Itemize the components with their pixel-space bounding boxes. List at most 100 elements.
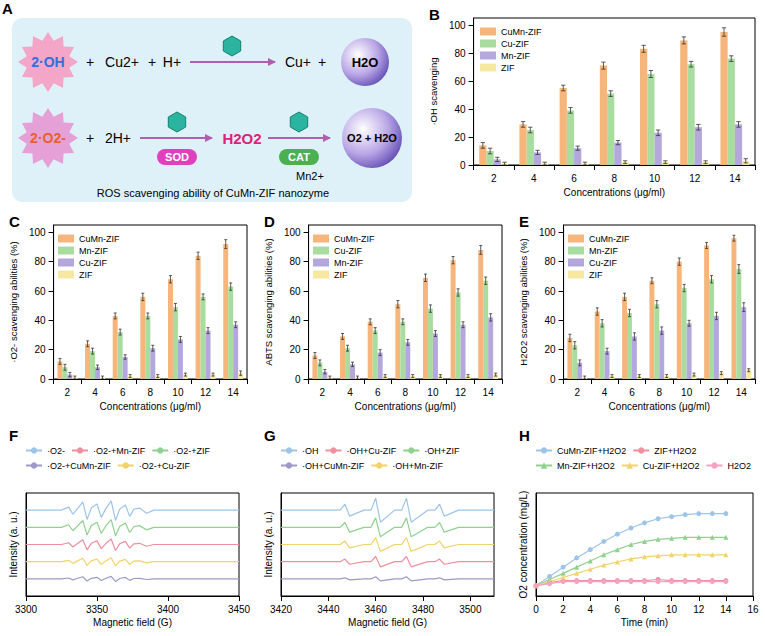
svg-text:H: H (519, 427, 530, 444)
svg-text:8: 8 (148, 387, 154, 398)
svg-text:80: 80 (454, 48, 466, 59)
svg-text:8: 8 (642, 604, 648, 615)
svg-text:CuMn-ZIF: CuMn-ZIF (79, 234, 120, 244)
svg-text:20: 20 (289, 344, 301, 355)
svg-text:2·O2-: 2·O2- (30, 130, 66, 146)
svg-text:·O2-+Cu-ZIF: ·O2-+Cu-ZIF (139, 461, 191, 471)
svg-text:Cu-ZIF: Cu-ZIF (501, 39, 530, 49)
svg-text:Cu-ZIF: Cu-ZIF (589, 258, 618, 268)
svg-text:3450: 3450 (228, 604, 251, 615)
svg-text:Mn-ZIF+H2O2: Mn-ZIF+H2O2 (557, 461, 615, 471)
svg-text:6: 6 (615, 604, 621, 615)
svg-text:0: 0 (460, 160, 466, 171)
svg-text:G: G (264, 427, 276, 444)
svg-text:Magnetic field (G): Magnetic field (G) (348, 617, 427, 628)
svg-text:·OH: ·OH (302, 446, 319, 456)
svg-text:·O2-+ZIF: ·O2-+ZIF (173, 446, 210, 456)
svg-text:CuMn-ZIF+H2O2: CuMn-ZIF+H2O2 (557, 446, 626, 456)
svg-text:CAT: CAT (288, 151, 310, 163)
svg-text:F: F (9, 427, 18, 444)
svg-text:100: 100 (539, 227, 556, 238)
svg-text:ZIF: ZIF (501, 63, 515, 73)
svg-text:Cu-ZIF: Cu-ZIF (334, 246, 363, 256)
svg-text:80: 80 (544, 256, 556, 267)
svg-text:Magnetic field (G): Magnetic field (G) (93, 617, 172, 628)
svg-text:·O2-: ·O2- (47, 446, 65, 456)
svg-text:14: 14 (736, 387, 748, 398)
svg-text:·OH scavenging: ·OH scavenging (428, 57, 439, 125)
svg-text:ROS scavenging ability of CuMn: ROS scavenging ability of CuMn-ZIF nanoz… (97, 187, 329, 199)
svg-text:8: 8 (657, 387, 663, 398)
svg-text:16: 16 (747, 604, 759, 615)
svg-text:H2O2 scavenging abilities (%): H2O2 scavenging abilities (%) (518, 238, 529, 365)
svg-text:0: 0 (533, 604, 539, 615)
svg-text:6: 6 (375, 387, 381, 398)
svg-text:80: 80 (289, 256, 301, 267)
svg-text:14: 14 (729, 173, 741, 184)
svg-text:O2 concentration (mg/L): O2 concentration (mg/L) (518, 491, 529, 599)
svg-text:10: 10 (427, 387, 439, 398)
svg-text:0: 0 (295, 374, 301, 385)
svg-text:12: 12 (200, 387, 212, 398)
svg-text:3420: 3420 (270, 604, 293, 615)
svg-text:8: 8 (612, 173, 618, 184)
svg-text:10: 10 (666, 604, 678, 615)
svg-text:0: 0 (550, 374, 556, 385)
svg-text:CuMn-ZIF: CuMn-ZIF (589, 234, 630, 244)
svg-text:Concentrations (μg/ml): Concentrations (μg/ml) (100, 401, 201, 412)
svg-text:10: 10 (649, 173, 661, 184)
svg-text:12: 12 (693, 604, 705, 615)
svg-text:3460: 3460 (365, 604, 388, 615)
svg-text:·OH+Cu-ZIF: ·OH+Cu-ZIF (346, 446, 396, 456)
svg-text:60: 60 (34, 286, 46, 297)
svg-text:H2O2: H2O2 (728, 461, 752, 471)
svg-text:6: 6 (120, 387, 126, 398)
svg-text:12: 12 (455, 387, 467, 398)
svg-text:40: 40 (34, 315, 46, 326)
svg-text:H+: H+ (163, 54, 181, 70)
svg-text:ZIF+H2O2: ZIF+H2O2 (654, 446, 696, 456)
svg-text:12: 12 (708, 387, 720, 398)
svg-text:6: 6 (629, 387, 635, 398)
svg-text:H2O: H2O (352, 55, 379, 70)
svg-text:4: 4 (347, 387, 353, 398)
svg-text:·O2-+CuMn-ZIF: ·O2-+CuMn-ZIF (47, 461, 111, 471)
svg-text:6: 6 (571, 173, 577, 184)
svg-text:3440: 3440 (317, 604, 340, 615)
svg-text:60: 60 (289, 286, 301, 297)
svg-text:3480: 3480 (412, 604, 435, 615)
svg-text:CuMn-ZIF: CuMn-ZIF (501, 27, 542, 37)
svg-text:14: 14 (720, 604, 732, 615)
svg-text:2: 2 (491, 173, 497, 184)
svg-text:·OH+Mn-ZIF: ·OH+Mn-ZIF (392, 461, 443, 471)
svg-text:Cu-ZIF+H2O2: Cu-ZIF+H2O2 (643, 461, 700, 471)
svg-text:40: 40 (289, 315, 301, 326)
svg-text:·OH+CuMn-ZIF: ·OH+CuMn-ZIF (302, 461, 365, 471)
svg-text:+: + (318, 54, 326, 70)
svg-text:12: 12 (689, 173, 701, 184)
svg-text:Mn-ZIF: Mn-ZIF (334, 258, 363, 268)
svg-text:D: D (264, 213, 275, 230)
svg-text:H2O2: H2O2 (222, 130, 261, 147)
svg-text:+: + (86, 54, 94, 70)
svg-text:Cu-ZIF: Cu-ZIF (79, 258, 108, 268)
svg-text:40: 40 (544, 315, 556, 326)
svg-text:60: 60 (544, 286, 556, 297)
svg-text:3350: 3350 (86, 604, 109, 615)
svg-text:E: E (519, 213, 529, 230)
svg-text:Cu+: Cu+ (285, 54, 311, 70)
svg-text:4: 4 (602, 387, 608, 398)
svg-text:Mn-ZIF: Mn-ZIF (589, 246, 618, 256)
svg-text:Mn2+: Mn2+ (296, 170, 324, 182)
svg-text:Intensity (a. u.): Intensity (a. u.) (263, 511, 274, 577)
svg-text:Concentrations (μg/ml): Concentrations (μg/ml) (609, 401, 710, 412)
svg-text:·OH+ZIF: ·OH+ZIF (424, 446, 460, 456)
svg-text:0: 0 (40, 374, 46, 385)
svg-text:+: + (86, 130, 94, 146)
svg-text:2H+: 2H+ (105, 130, 131, 146)
svg-text:Cu2+: Cu2+ (105, 54, 139, 70)
svg-text:O2 + H2O: O2 + H2O (347, 132, 397, 144)
svg-text:Concentrations (μg/ml): Concentrations (μg/ml) (564, 187, 665, 198)
svg-text:10: 10 (172, 387, 184, 398)
svg-text:100: 100 (449, 20, 466, 31)
